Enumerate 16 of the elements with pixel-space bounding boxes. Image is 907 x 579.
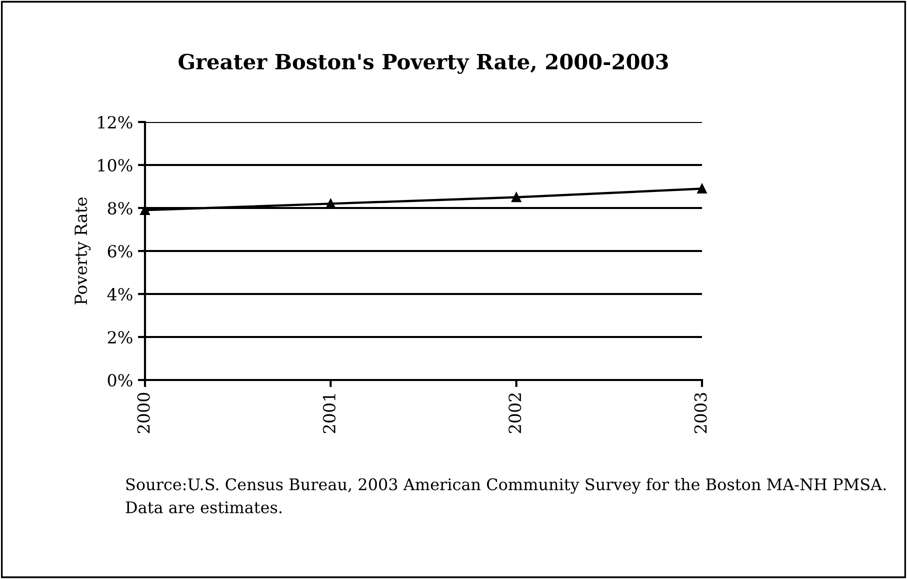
y-tick-label: 12% <box>98 116 132 129</box>
y-tick-label: 10% <box>98 158 132 172</box>
x-tick-label: 2000 <box>137 392 150 434</box>
y-tick-label: 2% <box>108 330 132 344</box>
y-tick-label: 6% <box>108 244 132 258</box>
x-tick-label: 2003 <box>694 393 707 434</box>
y-tick-label: 8% <box>108 202 132 215</box>
y-tick-label: 4% <box>107 288 132 301</box>
y-tick-label: 0% <box>108 374 132 387</box>
chart-title: Greater Boston's Poverty Rate, 2000-2003 <box>178 54 668 74</box>
point <box>697 184 707 194</box>
y-axis-title: Poverty Rate <box>74 198 91 304</box>
x-tick-label: 2001 <box>322 394 336 434</box>
point <box>511 192 522 202</box>
source-note: Source:U.S. Census Bureau, 2003 American Community Survey for the Boston MA-NH PMSA. Data are estimates. <box>126 478 886 514</box>
x-tick-label: 2002 <box>508 393 522 434</box>
